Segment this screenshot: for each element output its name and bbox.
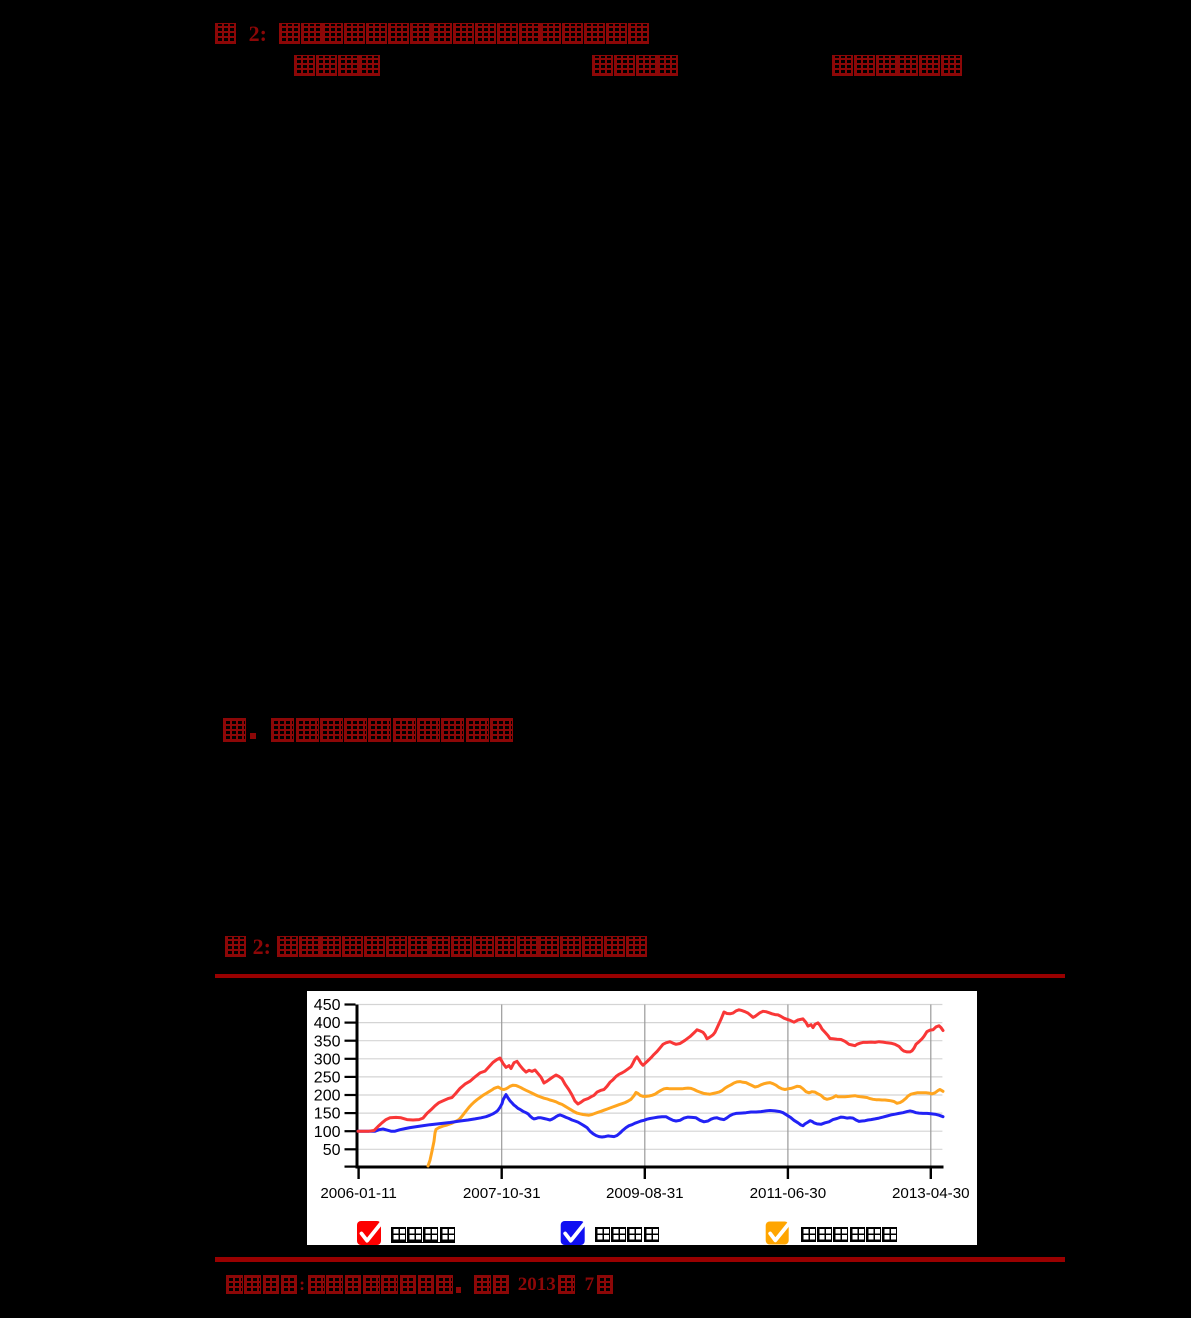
svg-text:50: 50 — [323, 1142, 341, 1159]
svg-text:2006-01-11: 2006-01-11 — [320, 1185, 397, 1202]
svg-text:2011-06-30: 2011-06-30 — [750, 1185, 827, 1202]
svg-text:400: 400 — [314, 1015, 341, 1032]
svg-text:450: 450 — [314, 997, 341, 1014]
svg-text:250: 250 — [314, 1070, 341, 1087]
svg-text:300: 300 — [314, 1051, 341, 1068]
svg-text:2009-08-31: 2009-08-31 — [606, 1185, 684, 1202]
svg-text:200: 200 — [314, 1088, 341, 1105]
svg-text:100: 100 — [314, 1124, 341, 1141]
svg-text:150: 150 — [314, 1106, 341, 1123]
svg-text:2007-10-31: 2007-10-31 — [463, 1185, 541, 1202]
svg-text:2013-04-30: 2013-04-30 — [892, 1185, 970, 1202]
svg-text:350: 350 — [314, 1033, 341, 1050]
